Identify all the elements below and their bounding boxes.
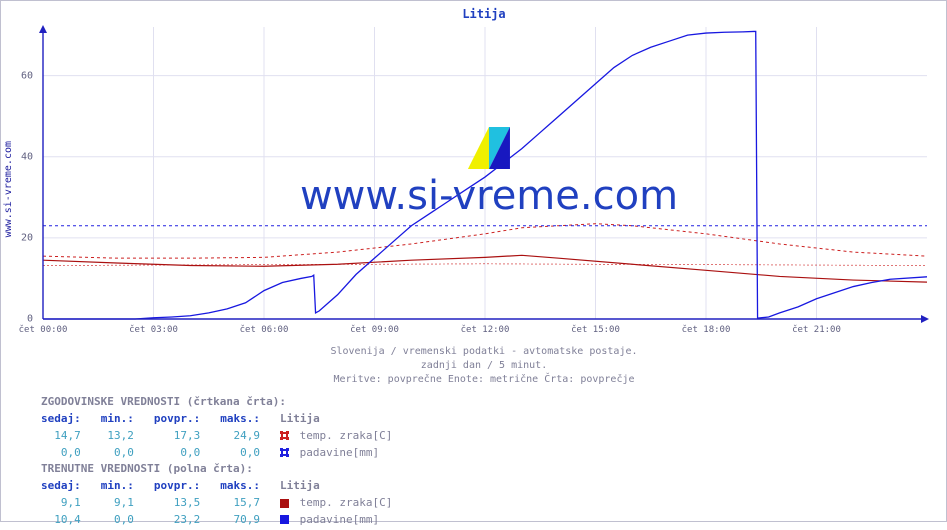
chart-title: Litija (29, 7, 939, 21)
x-tick: čet 03:00 (129, 325, 178, 335)
x-tick: čet 21:00 (792, 325, 841, 335)
x-tick: čet 09:00 (350, 325, 399, 335)
chart-svg (39, 23, 939, 323)
x-tick: čet 15:00 (571, 325, 620, 335)
y-tick: 20 (21, 232, 33, 243)
chart-container: Litija 0204060 čet 00:00čet 03:00čet 06:… (29, 7, 939, 367)
x-tick: čet 06:00 (240, 325, 289, 335)
x-tick: čet 12:00 (461, 325, 510, 335)
y-tick: 40 (21, 151, 33, 162)
y-tick: 60 (21, 70, 33, 81)
subtitle-line: Meritve: povprečne Enote: metrične Črta:… (29, 373, 939, 387)
data-tables: ZGODOVINSKE VREDNOSTI (črtkana črta):sed… (39, 393, 412, 530)
subtitle-line: zadnji dan / 5 minut. (29, 359, 939, 373)
chart-subtitle: Slovenija / vremenski podatki - avtomats… (29, 345, 939, 387)
x-tick: čet 00:00 (19, 325, 68, 335)
y-tick: 0 (27, 314, 33, 325)
x-tick: čet 18:00 (682, 325, 731, 335)
subtitle-line: Slovenija / vremenski podatki - avtomats… (29, 345, 939, 359)
y-axis: 0 20 40 60 (9, 23, 37, 323)
chart-plot: 0204060 čet 00:00čet 03:00čet 06:00čet 0… (39, 23, 939, 323)
x-axis: čet 00:00čet 03:00čet 06:00čet 09:00čet … (39, 325, 939, 341)
